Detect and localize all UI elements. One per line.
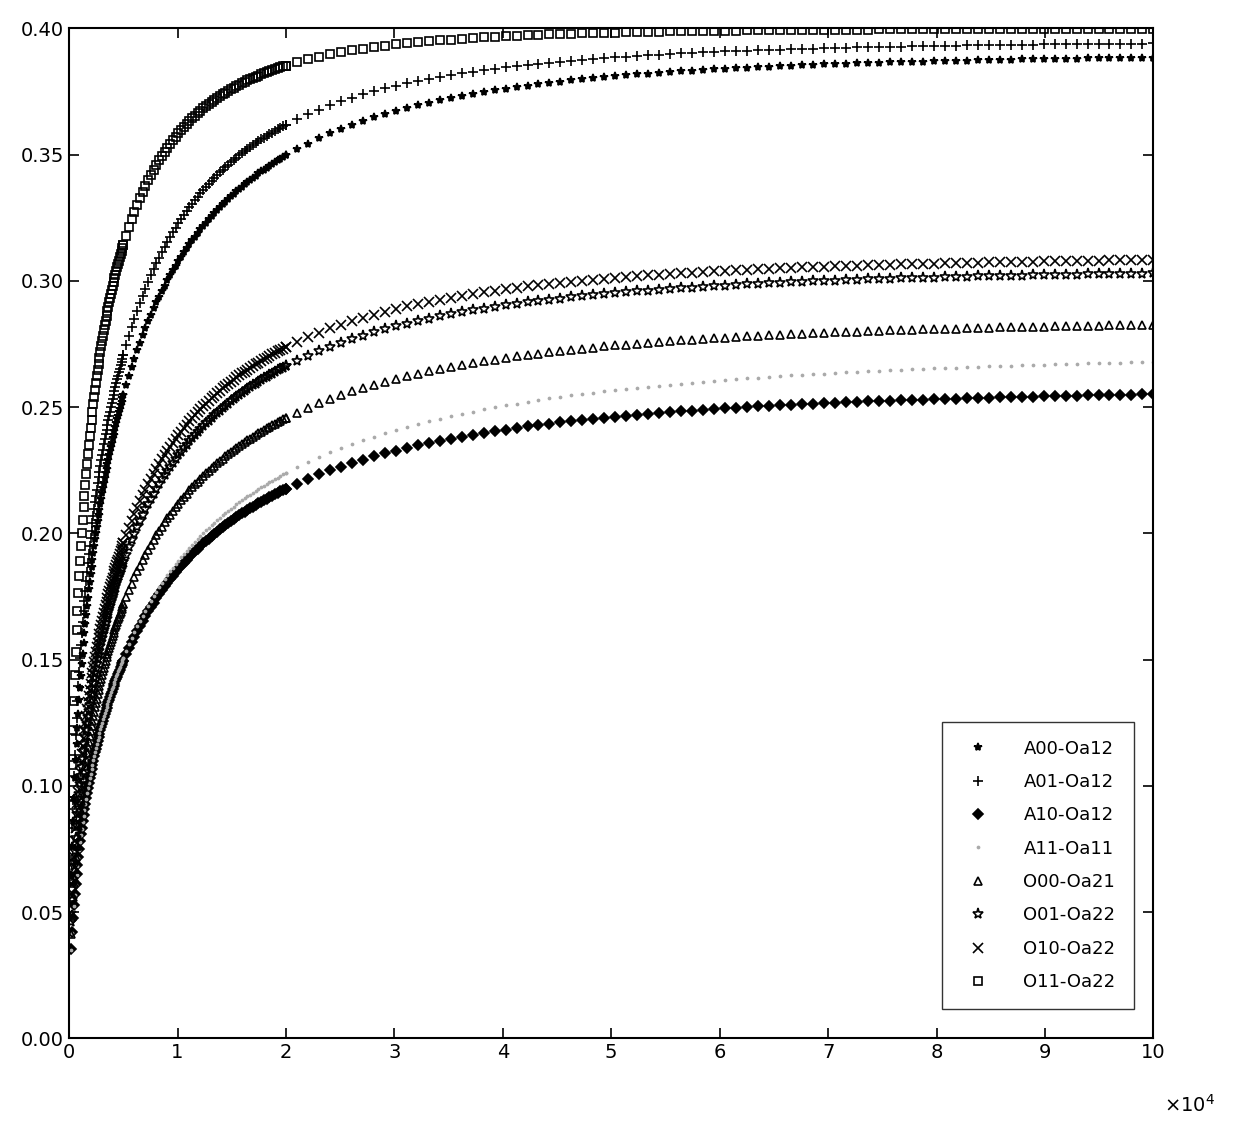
A01-Oa12 xyxy=(960,38,974,52)
A00-Oa12 xyxy=(111,409,126,422)
O11-Oa22 xyxy=(1036,23,1051,36)
A11-Oa11 xyxy=(1036,358,1051,371)
O10-Oa22 xyxy=(111,553,126,567)
A00-Oa12 xyxy=(1146,51,1161,64)
A01-Oa12 xyxy=(70,680,85,693)
O11-Oa22 xyxy=(1146,21,1161,35)
A10-Oa12 xyxy=(1036,390,1051,403)
A00-Oa12 xyxy=(74,658,89,672)
Line: O00-Oa21: O00-Oa21 xyxy=(67,321,1157,938)
Line: A00-Oa12: A00-Oa12 xyxy=(67,53,1157,881)
O11-Oa22 xyxy=(74,526,89,540)
A00-Oa12 xyxy=(70,707,85,720)
A10-Oa12 xyxy=(96,710,111,724)
A10-Oa12 xyxy=(64,943,79,956)
O00-Oa21 xyxy=(1036,320,1051,333)
A01-Oa12 xyxy=(1036,37,1051,51)
A10-Oa12 xyxy=(70,850,85,864)
A10-Oa12 xyxy=(1146,387,1161,401)
A11-Oa11 xyxy=(960,360,974,374)
A11-Oa11 xyxy=(1146,356,1161,369)
Line: A01-Oa12: A01-Oa12 xyxy=(67,38,1158,865)
O01-Oa22 xyxy=(1146,266,1161,280)
O10-Oa22 xyxy=(64,909,79,922)
A00-Oa12 xyxy=(96,476,111,490)
A10-Oa12 xyxy=(960,392,974,405)
O00-Oa21 xyxy=(1146,318,1161,332)
O01-Oa22 xyxy=(74,760,89,773)
A11-Oa11 xyxy=(70,851,85,865)
A01-Oa12 xyxy=(96,438,111,452)
O10-Oa22 xyxy=(74,747,89,761)
O11-Oa22 xyxy=(96,324,111,338)
O10-Oa22 xyxy=(960,256,974,270)
O01-Oa22 xyxy=(70,797,85,811)
O00-Oa21 xyxy=(960,322,974,335)
O10-Oa22 xyxy=(96,606,111,620)
A10-Oa12 xyxy=(74,821,89,834)
A01-Oa12 xyxy=(64,854,79,867)
A11-Oa11 xyxy=(111,665,126,679)
O01-Oa22 xyxy=(960,270,974,283)
O01-Oa22 xyxy=(111,571,126,585)
A10-Oa12 xyxy=(111,667,126,681)
Line: A10-Oa12: A10-Oa12 xyxy=(68,391,1157,953)
O01-Oa22 xyxy=(1036,269,1051,282)
Line: O11-Oa22: O11-Oa22 xyxy=(67,25,1157,809)
A01-Oa12 xyxy=(74,627,89,640)
O00-Oa21 xyxy=(64,927,79,940)
O00-Oa21 xyxy=(96,660,111,674)
O01-Oa22 xyxy=(64,916,79,929)
Line: A11-Oa11: A11-Oa11 xyxy=(69,360,1156,952)
O10-Oa22 xyxy=(1146,253,1161,266)
Legend: A00-Oa12, A01-Oa12, A10-Oa12, A11-Oa11, O00-Oa21, O01-Oa22, O10-Oa22, O11-Oa22: A00-Oa12, A01-Oa12, A10-Oa12, A11-Oa11, … xyxy=(942,721,1134,1009)
Text: $\times 10^4$: $\times 10^4$ xyxy=(1165,1094,1215,1115)
A00-Oa12 xyxy=(1036,52,1051,65)
A01-Oa12 xyxy=(111,369,126,383)
O11-Oa22 xyxy=(111,257,126,271)
A11-Oa11 xyxy=(96,709,111,723)
A01-Oa12 xyxy=(1146,36,1161,50)
O10-Oa22 xyxy=(70,786,85,799)
O00-Oa21 xyxy=(111,613,126,627)
A11-Oa11 xyxy=(74,822,89,835)
O10-Oa22 xyxy=(1036,255,1051,269)
O00-Oa21 xyxy=(70,820,85,833)
A00-Oa12 xyxy=(64,869,79,883)
O11-Oa22 xyxy=(64,798,79,812)
O01-Oa22 xyxy=(96,623,111,637)
A00-Oa12 xyxy=(960,54,974,68)
O11-Oa22 xyxy=(70,586,85,599)
O11-Oa22 xyxy=(960,23,974,36)
Line: O10-Oa22: O10-Oa22 xyxy=(67,255,1158,920)
Line: O01-Oa22: O01-Oa22 xyxy=(65,268,1158,928)
O00-Oa21 xyxy=(74,786,89,799)
A11-Oa11 xyxy=(64,944,79,957)
